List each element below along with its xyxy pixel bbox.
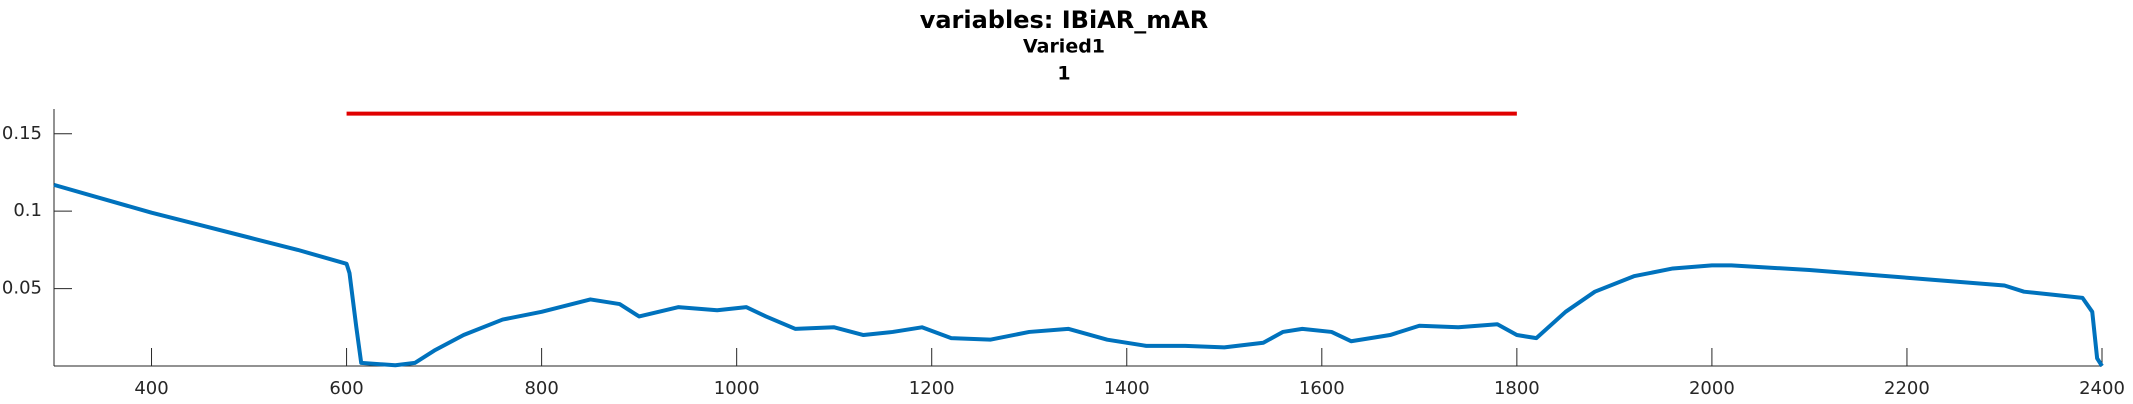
y-tick-label: 0.15 — [2, 123, 42, 144]
chart-subtitle: Varied1 — [1023, 36, 1105, 58]
chart-subtitle: 1 — [1057, 63, 1070, 85]
x-tick-label: 2000 — [1689, 378, 1735, 399]
x-tick-label: 600 — [329, 378, 363, 399]
line — [53, 182, 2104, 368]
x-tick-label: 1000 — [714, 378, 760, 399]
chart-title: variables: IBiAR_mAR — [920, 6, 1209, 34]
x-tick-label: 2400 — [2079, 378, 2125, 399]
x-tick-label: 2200 — [1884, 378, 1930, 399]
x-tick-label: 1200 — [909, 378, 955, 399]
x-tick-label: 1800 — [1494, 378, 1540, 399]
x-tick-label: 800 — [524, 378, 558, 399]
x-tick-label: 1400 — [1104, 378, 1150, 399]
y-tick-label: 0.1 — [13, 200, 42, 221]
x-tick-label: 1600 — [1299, 378, 1345, 399]
y-tick-label: 0.05 — [2, 278, 42, 299]
x-tick-label: 400 — [134, 378, 168, 399]
